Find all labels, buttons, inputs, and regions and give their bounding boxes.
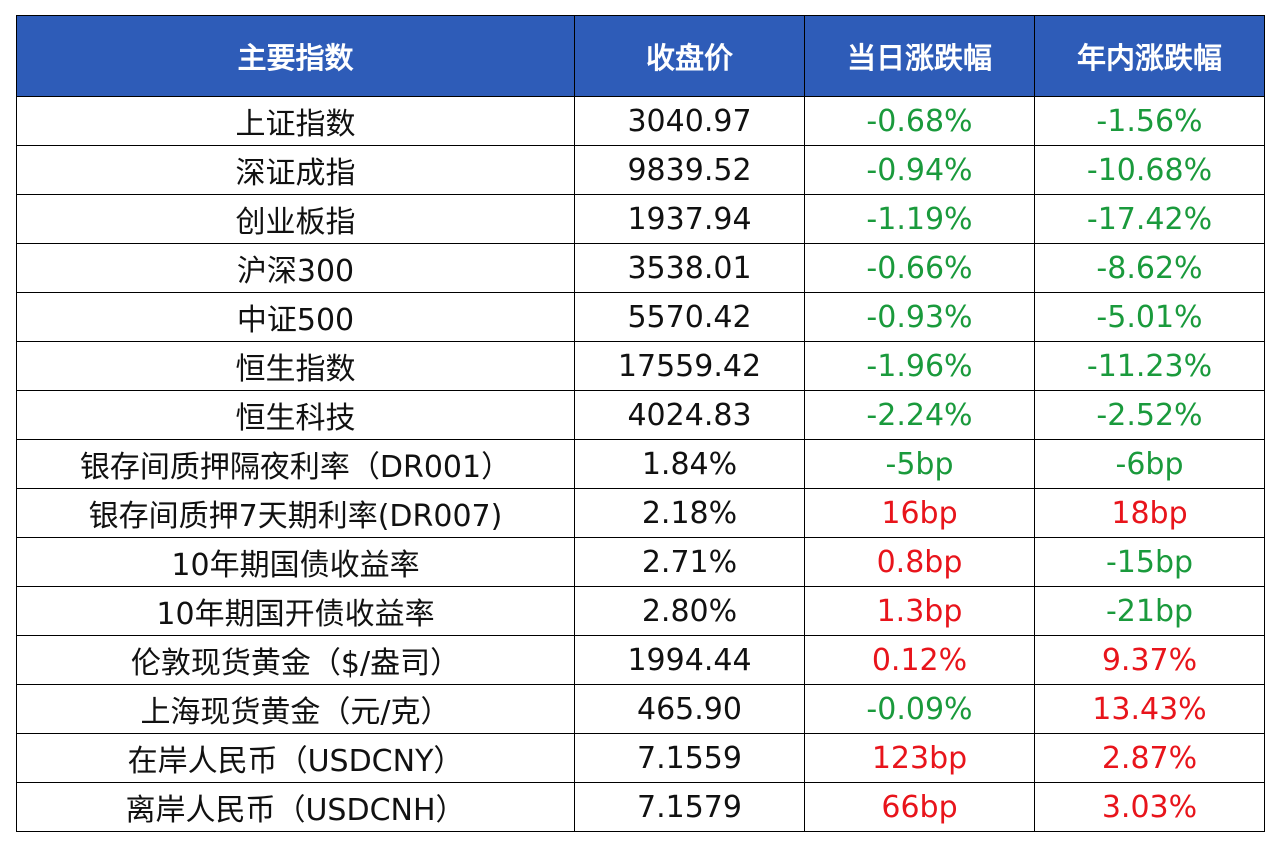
cell-daily-change: 123bp [804,733,1035,783]
cell-close-price: 2.80% [574,586,805,636]
cell-index-name: 上海现货黄金（元/克） [16,684,575,734]
cell-daily-change: -0.93% [804,292,1035,342]
cell-index-name: 上证指数 [16,96,575,146]
table-row: 伦敦现货黄金（$/盎司） 1994.44 0.12% 9.37% [16,635,1265,685]
cell-daily-change: 16bp [804,488,1035,538]
cell-index-name: 恒生科技 [16,390,575,440]
cell-index-name: 离岸人民币（USDCNH） [16,782,575,832]
table-row: 上证指数 3040.97 -0.68% -1.56% [16,96,1265,146]
cell-index-name: 10年期国开债收益率 [16,586,575,636]
cell-close-price: 7.1579 [574,782,805,832]
cell-daily-change: -0.68% [804,96,1035,146]
header-ytd-change: 年内涨跌幅 [1034,15,1265,97]
cell-daily-change: 66bp [804,782,1035,832]
market-index-table: 主要指数 收盘价 当日涨跌幅 年内涨跌幅 上证指数 3040.97 -0.68% -1… [16,15,1265,832]
table-body: 上证指数 3040.97 -0.68% -1.56% 深证成指 9839.52 -0.94%… [16,96,1265,832]
header-row: 主要指数 收盘价 当日涨跌幅 年内涨跌幅 [16,15,1265,97]
cell-close-price: 1.84% [574,439,805,489]
cell-index-name: 中证500 [16,292,575,342]
cell-ytd-change: 9.37% [1034,635,1265,685]
header-index-name: 主要指数 [16,15,575,97]
cell-daily-change: -0.66% [804,243,1035,293]
cell-daily-change: -0.09% [804,684,1035,734]
cell-daily-change: -1.19% [804,194,1035,244]
table-row: 沪深300 3538.01 -0.66% -8.62% [16,243,1265,293]
cell-index-name: 伦敦现货黄金（$/盎司） [16,635,575,685]
cell-close-price: 1994.44 [574,635,805,685]
header-close-price: 收盘价 [574,15,805,97]
cell-index-name: 银存间质押7天期利率(DR007) [16,488,575,538]
cell-ytd-change: -2.52% [1034,390,1265,440]
cell-index-name: 深证成指 [16,145,575,195]
cell-close-price: 17559.42 [574,341,805,391]
cell-ytd-change: -6bp [1034,439,1265,489]
header-daily-change: 当日涨跌幅 [804,15,1035,97]
cell-close-price: 9839.52 [574,145,805,195]
table-row: 离岸人民币（USDCNH） 7.1579 66bp 3.03% [16,782,1265,832]
table-row: 恒生科技 4024.83 -2.24% -2.52% [16,390,1265,440]
cell-ytd-change: -5.01% [1034,292,1265,342]
cell-ytd-change: -1.56% [1034,96,1265,146]
cell-daily-change: -5bp [804,439,1035,489]
cell-daily-change: 0.8bp [804,537,1035,587]
cell-index-name: 银存间质押隔夜利率（DR001） [16,439,575,489]
table-row: 银存间质押隔夜利率（DR001） 1.84% -5bp -6bp [16,439,1265,489]
cell-daily-change: -0.94% [804,145,1035,195]
cell-ytd-change: 18bp [1034,488,1265,538]
cell-close-price: 3040.97 [574,96,805,146]
table-row: 创业板指 1937.94 -1.19% -17.42% [16,194,1265,244]
table-row: 深证成指 9839.52 -0.94% -10.68% [16,145,1265,195]
cell-close-price: 465.90 [574,684,805,734]
cell-ytd-change: -8.62% [1034,243,1265,293]
cell-index-name: 创业板指 [16,194,575,244]
cell-ytd-change: -17.42% [1034,194,1265,244]
cell-index-name: 10年期国债收益率 [16,537,575,587]
table-header: 主要指数 收盘价 当日涨跌幅 年内涨跌幅 [16,15,1265,97]
cell-close-price: 4024.83 [574,390,805,440]
cell-daily-change: -1.96% [804,341,1035,391]
cell-close-price: 7.1559 [574,733,805,783]
cell-close-price: 5570.42 [574,292,805,342]
cell-ytd-change: -21bp [1034,586,1265,636]
cell-close-price: 2.71% [574,537,805,587]
cell-ytd-change: 13.43% [1034,684,1265,734]
cell-ytd-change: -11.23% [1034,341,1265,391]
cell-ytd-change: 2.87% [1034,733,1265,783]
cell-ytd-change: 3.03% [1034,782,1265,832]
cell-daily-change: 0.12% [804,635,1035,685]
cell-index-name: 在岸人民币（USDCNY） [16,733,575,783]
cell-close-price: 1937.94 [574,194,805,244]
cell-close-price: 3538.01 [574,243,805,293]
cell-index-name: 沪深300 [16,243,575,293]
market-table-container: 主要指数 收盘价 当日涨跌幅 年内涨跌幅 上证指数 3040.97 -0.68% -1… [16,15,1265,832]
cell-daily-change: -2.24% [804,390,1035,440]
cell-daily-change: 1.3bp [804,586,1035,636]
table-row: 10年期国债收益率 2.71% 0.8bp -15bp [16,537,1265,587]
table-row: 10年期国开债收益率 2.80% 1.3bp -21bp [16,586,1265,636]
table-row: 中证500 5570.42 -0.93% -5.01% [16,292,1265,342]
table-row: 上海现货黄金（元/克） 465.90 -0.09% 13.43% [16,684,1265,734]
cell-close-price: 2.18% [574,488,805,538]
table-row: 银存间质押7天期利率(DR007) 2.18% 16bp 18bp [16,488,1265,538]
cell-ytd-change: -10.68% [1034,145,1265,195]
cell-ytd-change: -15bp [1034,537,1265,587]
cell-index-name: 恒生指数 [16,341,575,391]
table-row: 在岸人民币（USDCNY） 7.1559 123bp 2.87% [16,733,1265,783]
table-row: 恒生指数 17559.42 -1.96% -11.23% [16,341,1265,391]
